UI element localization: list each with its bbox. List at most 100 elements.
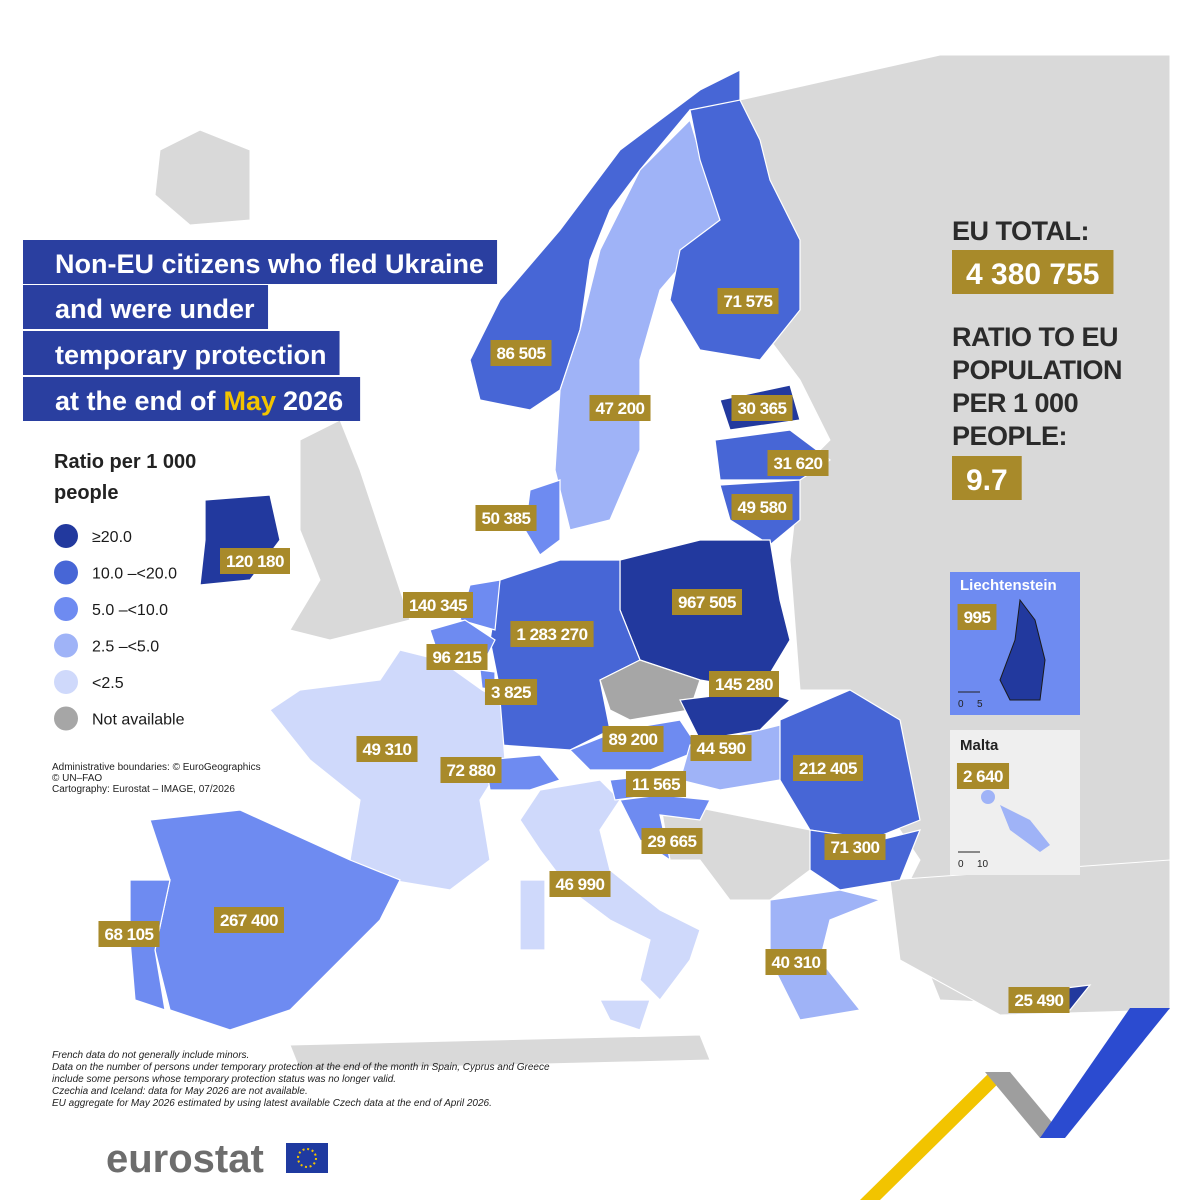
value-label: 49 310 bbox=[363, 740, 412, 759]
value-box bbox=[767, 450, 829, 476]
title-line: at the end of bbox=[55, 386, 217, 416]
value-label: 31 620 bbox=[774, 454, 823, 473]
scale-label: 0 bbox=[958, 699, 964, 710]
value-label: 1 283 270 bbox=[516, 625, 587, 644]
title: Non-EU citizens who fled Ukraine and were… bbox=[23, 240, 498, 421]
legend-swatch bbox=[54, 560, 78, 585]
value-label: 71 300 bbox=[831, 838, 880, 857]
value-box bbox=[709, 671, 779, 697]
country-shape bbox=[599, 999, 651, 1031]
footnotes: Administrative boundaries: © EuroGeograp… bbox=[52, 762, 550, 1181]
value-box bbox=[731, 395, 793, 421]
value-box bbox=[490, 340, 552, 366]
non-eu-land bbox=[154, 129, 251, 226]
value-box bbox=[220, 548, 290, 574]
value-label: 140 345 bbox=[409, 596, 467, 615]
inset-title: Malta bbox=[960, 737, 999, 754]
value-box bbox=[952, 250, 1114, 294]
legend-swatch bbox=[54, 597, 78, 621]
value-box bbox=[793, 755, 863, 781]
inset-malta bbox=[950, 730, 1080, 875]
title-bar bbox=[23, 331, 340, 375]
eu-stars bbox=[297, 1148, 317, 1168]
value-box bbox=[426, 644, 488, 670]
value-box bbox=[731, 494, 793, 520]
credit: © UN–FAO bbox=[52, 773, 102, 784]
value-box bbox=[625, 771, 687, 797]
ratio-label: PEOPLE: bbox=[952, 421, 1067, 451]
scale-label: 0 bbox=[958, 859, 964, 870]
credit: Administrative boundaries: © EuroGeograp… bbox=[52, 762, 261, 773]
legend-label: Not available bbox=[92, 712, 185, 729]
country-shape bbox=[484, 754, 562, 791]
note: Data on the number of persons under temp… bbox=[52, 1062, 550, 1073]
value-label: 47 200 bbox=[596, 399, 645, 418]
value-label: 3 825 bbox=[491, 683, 531, 702]
title-line: 2026 bbox=[283, 386, 343, 416]
scale-label: 10 bbox=[977, 859, 989, 870]
value-label: 145 280 bbox=[715, 675, 773, 694]
legend-label: 5.0 –<10.0 bbox=[92, 602, 168, 619]
country-shape bbox=[981, 790, 995, 804]
value-label: 44 590 bbox=[697, 739, 746, 758]
value-label: 11 565 bbox=[632, 775, 680, 794]
value-box bbox=[403, 592, 473, 618]
value-box bbox=[956, 763, 1010, 789]
value-label: 995 bbox=[964, 608, 991, 627]
ribbon-gray bbox=[985, 1072, 1065, 1138]
scale-label: 5 bbox=[977, 699, 983, 710]
value-label: 49 580 bbox=[738, 498, 787, 517]
legend-title: people bbox=[54, 482, 118, 504]
value-label: 30 365 bbox=[738, 399, 787, 418]
value-box bbox=[589, 395, 651, 421]
legend: Ratio per 1 000 people ≥20.0 10.0 –<20.0 5.0… bbox=[54, 451, 196, 731]
country-shape bbox=[469, 69, 741, 411]
title-line: temporary protection bbox=[55, 340, 327, 370]
note: Czechia and Iceland: data for May 2026 a… bbox=[52, 1086, 308, 1097]
value-label: 72 880 bbox=[447, 761, 496, 780]
ribbon-yellow bbox=[860, 1072, 1010, 1200]
title-line: May bbox=[224, 386, 277, 416]
value-box bbox=[440, 757, 502, 783]
inset-title: Liechtenstein bbox=[960, 577, 1057, 594]
legend-label: <2.5 bbox=[92, 675, 124, 692]
value-label: 25 490 bbox=[1015, 991, 1064, 1010]
value-box bbox=[510, 621, 594, 647]
value-label: 9.7 bbox=[966, 464, 1008, 497]
value-label: 29 665 bbox=[648, 832, 697, 851]
value-box bbox=[717, 288, 779, 314]
value-box bbox=[824, 834, 886, 860]
value-label: 50 385 bbox=[482, 509, 531, 528]
value-box bbox=[549, 871, 611, 897]
country-shape bbox=[519, 879, 546, 951]
legend-swatch bbox=[54, 633, 78, 658]
eu-flag bbox=[286, 1143, 328, 1173]
title-line: Non-EU citizens who fled Ukraine bbox=[55, 249, 484, 279]
value-label: 71 575 bbox=[724, 292, 773, 311]
value-box bbox=[1008, 987, 1070, 1013]
inset-frame bbox=[950, 730, 1080, 875]
logo: eurostat bbox=[106, 1137, 264, 1181]
value-label: 267 400 bbox=[220, 911, 278, 930]
value-label: 68 105 bbox=[105, 925, 154, 944]
legend-label: ≥20.0 bbox=[92, 529, 132, 546]
non-eu-land bbox=[289, 419, 411, 641]
non-eu-land bbox=[289, 1034, 711, 1071]
non-eu-land bbox=[889, 859, 1171, 1016]
note: French data do not generally include min… bbox=[52, 1050, 249, 1061]
value-box bbox=[672, 589, 742, 615]
title-bar bbox=[23, 377, 361, 421]
value-box bbox=[356, 736, 418, 762]
value-label: 967 505 bbox=[678, 593, 736, 612]
value-label: 96 215 bbox=[433, 648, 482, 667]
value-label: 4 380 755 bbox=[966, 258, 1099, 291]
value-box bbox=[475, 505, 537, 531]
value-label: 212 405 bbox=[799, 759, 857, 778]
value-box bbox=[957, 604, 997, 630]
value-box bbox=[484, 679, 538, 705]
note: EU aggregate for May 2026 estimated by u… bbox=[52, 1098, 492, 1109]
value-label: 120 180 bbox=[226, 552, 284, 571]
